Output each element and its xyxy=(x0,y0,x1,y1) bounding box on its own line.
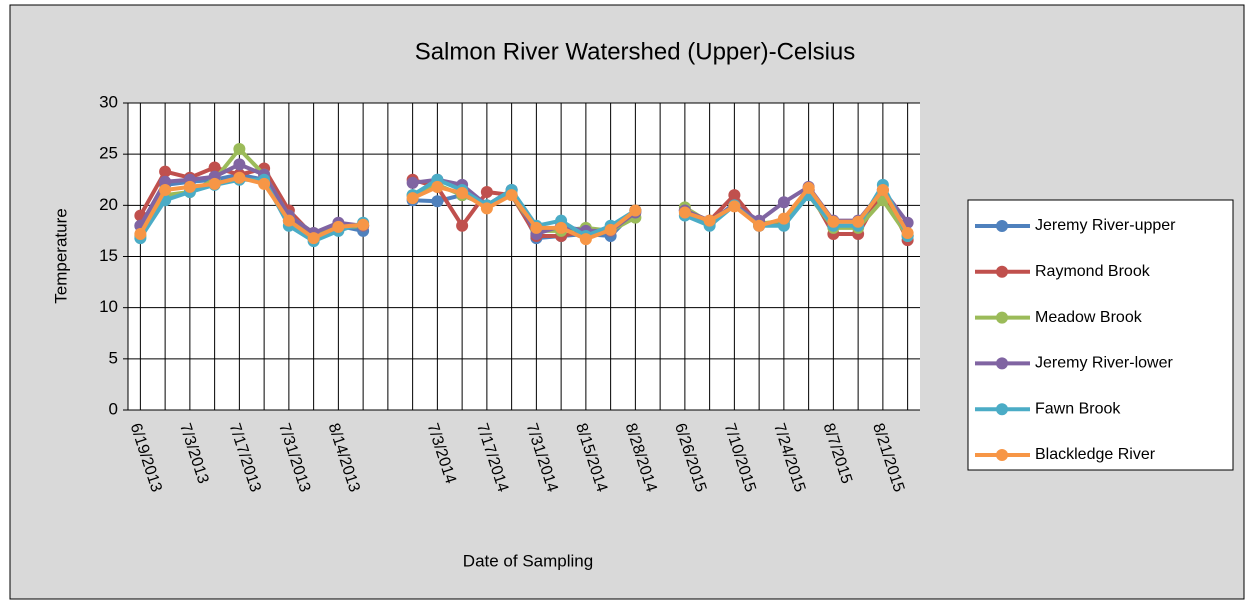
data-point xyxy=(233,143,246,156)
data-point xyxy=(406,192,419,205)
data-point xyxy=(282,214,295,227)
data-point xyxy=(233,171,246,184)
y-tick-label: 25 xyxy=(99,144,118,163)
series-line xyxy=(684,185,910,234)
data-point xyxy=(233,158,246,171)
data-point xyxy=(777,212,790,225)
legend-label: Jeremy River-upper xyxy=(1035,217,1176,234)
legend-label: Jeremy River-lower xyxy=(1035,355,1173,372)
data-point xyxy=(753,219,766,232)
y-tick-label: 5 xyxy=(109,348,118,367)
data-point xyxy=(530,221,543,234)
data-point xyxy=(159,165,172,178)
y-tick-label: 30 xyxy=(99,92,118,111)
data-point xyxy=(604,223,617,236)
legend-label: Meadow Brook xyxy=(1035,309,1143,326)
data-point xyxy=(456,219,469,232)
legend-marker xyxy=(996,265,1008,278)
legend-marker xyxy=(996,220,1008,232)
data-point xyxy=(208,177,221,190)
data-point xyxy=(307,232,320,245)
data-point xyxy=(480,202,493,215)
data-point xyxy=(579,233,592,246)
data-point xyxy=(208,161,221,174)
legend-marker xyxy=(996,311,1008,324)
y-tick-label: 10 xyxy=(99,297,118,316)
data-point xyxy=(456,187,469,200)
data-point xyxy=(728,200,741,213)
data-point xyxy=(827,215,840,228)
data-point xyxy=(332,220,345,233)
data-point xyxy=(431,195,444,208)
data-point xyxy=(258,177,271,190)
x-axis-title: Date of Sampling xyxy=(463,551,593,570)
data-point xyxy=(183,180,196,193)
series-line xyxy=(138,175,364,241)
data-point xyxy=(852,215,865,228)
data-point xyxy=(901,226,914,239)
series-line xyxy=(138,162,364,235)
legend-box xyxy=(967,199,1234,471)
y-axis-title: Temperature xyxy=(51,208,70,303)
y-tick-label: 15 xyxy=(99,246,118,265)
data-point xyxy=(134,227,147,240)
legend-marker xyxy=(996,403,1008,416)
data-point xyxy=(357,218,370,231)
data-point xyxy=(431,180,444,193)
data-point xyxy=(406,176,419,189)
series-line xyxy=(411,184,637,242)
data-point xyxy=(159,183,172,196)
data-point xyxy=(802,181,815,194)
data-point xyxy=(555,221,568,234)
legend-marker xyxy=(996,357,1008,370)
series-line xyxy=(411,177,637,239)
data-point xyxy=(876,183,889,196)
data-point xyxy=(480,186,493,199)
y-tick-label: 0 xyxy=(109,399,118,418)
legend-label: Fawn Brook xyxy=(1035,400,1121,417)
chart-title: Salmon River Watershed (Upper)-Celsius xyxy=(415,38,856,65)
data-point xyxy=(505,189,518,202)
legend-label: Blackledge River xyxy=(1035,446,1156,463)
data-point xyxy=(703,214,716,227)
data-point xyxy=(728,189,741,202)
data-point xyxy=(629,204,642,217)
legend-marker xyxy=(996,449,1008,461)
data-point xyxy=(777,196,790,209)
legend-label: Raymond Brook xyxy=(1035,263,1151,280)
y-tick-label: 20 xyxy=(99,195,118,214)
data-point xyxy=(678,206,691,219)
